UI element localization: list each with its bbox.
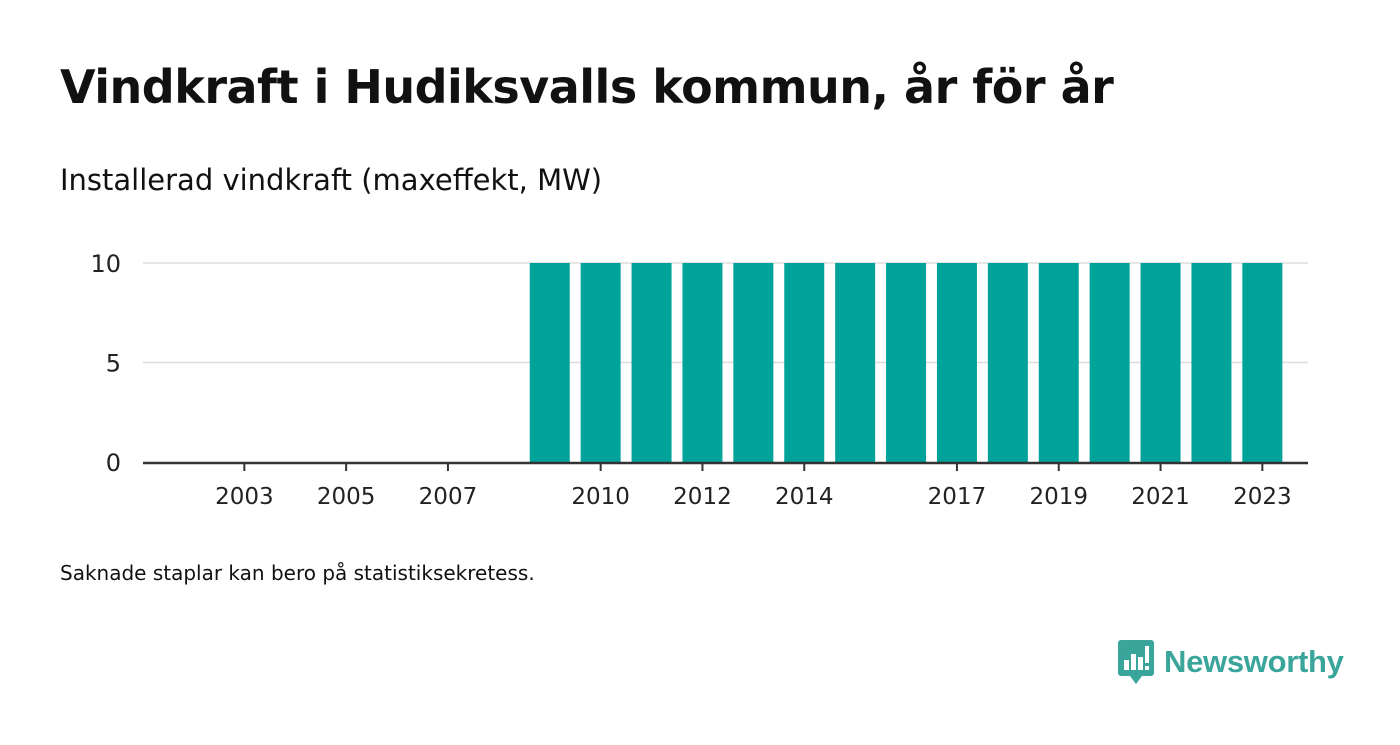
bar-chart: 0 5 10 2003 2005 2007 2010 2012 2014 2017 2019 2021… <box>90 250 1308 510</box>
chart-title: Vindkraft i Hudiksvalls kommun, år för å… <box>60 60 1114 114</box>
bar-2023 <box>1242 263 1283 462</box>
x-tick-label: 2014 <box>775 484 834 510</box>
brand-logo: Newsworthy <box>1118 640 1344 684</box>
bar-2009 <box>529 263 570 462</box>
bar-2018 <box>987 263 1028 462</box>
y-tick-label: 5 <box>106 350 121 378</box>
x-tick-label: 2021 <box>1131 484 1190 510</box>
bar-2016 <box>886 263 927 462</box>
x-tick-label: 2005 <box>317 484 376 510</box>
x-tick-label: 2010 <box>571 484 630 510</box>
x-tick-label: 2007 <box>419 484 478 510</box>
bar-2012 <box>682 263 723 462</box>
bar-2015 <box>835 263 876 462</box>
x-tick-label: 2017 <box>928 484 987 510</box>
bar-2013 <box>733 263 774 462</box>
x-tick-label: 2019 <box>1029 484 1088 510</box>
bar-2010 <box>580 263 621 462</box>
x-tick-label: 2012 <box>673 484 732 510</box>
bar-2020 <box>1089 263 1130 462</box>
bar-2017 <box>936 263 977 462</box>
bar-chart-speech-bubble-icon <box>1118 640 1154 684</box>
brand-name: Newsworthy <box>1164 644 1344 679</box>
bar-2019 <box>1038 263 1079 462</box>
footnote: Saknade staplar kan bero på statistiksek… <box>60 561 535 585</box>
y-tick-label: 10 <box>90 250 121 278</box>
chart-subtitle: Installerad vindkraft (maxeffekt, MW) <box>60 163 603 197</box>
x-tick-label: 2023 <box>1233 484 1292 510</box>
bar-2021 <box>1140 263 1181 462</box>
bar-2022 <box>1191 263 1232 462</box>
bar-2014 <box>784 263 825 462</box>
bar-2011 <box>631 263 672 462</box>
x-tick-label: 2003 <box>215 484 274 510</box>
y-tick-label: 0 <box>106 449 121 477</box>
